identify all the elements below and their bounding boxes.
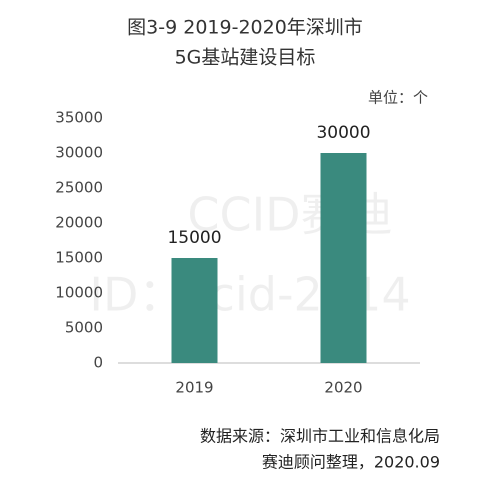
x-tick-label: 2020: [324, 379, 362, 397]
unit-label: 单位：个: [368, 89, 428, 107]
y-tick-label: 30000: [55, 144, 103, 162]
y-tick-label: 15000: [55, 249, 103, 267]
x-tick-label: 2019: [175, 379, 213, 397]
source: 赛迪顾问整理，2020.09: [262, 453, 440, 472]
source: 数据来源：深圳市工业和信息化局: [200, 427, 440, 446]
y-tick-label: 10000: [55, 284, 103, 302]
y-tick-label: 0: [93, 354, 103, 372]
bar: [320, 153, 367, 363]
bar: [171, 258, 218, 363]
y-tick-label: 35000: [55, 109, 103, 127]
value-label: 15000: [167, 228, 221, 248]
chart-subtitle: 5G基站建设目标: [175, 47, 316, 69]
y-tick-label: 25000: [55, 179, 103, 197]
y-tick-label: 20000: [55, 214, 103, 232]
y-tick-label: 5000: [65, 319, 103, 337]
value-label: 30000: [316, 123, 370, 143]
chart-title: 图3-9 2019-2020年深圳市: [127, 17, 363, 39]
